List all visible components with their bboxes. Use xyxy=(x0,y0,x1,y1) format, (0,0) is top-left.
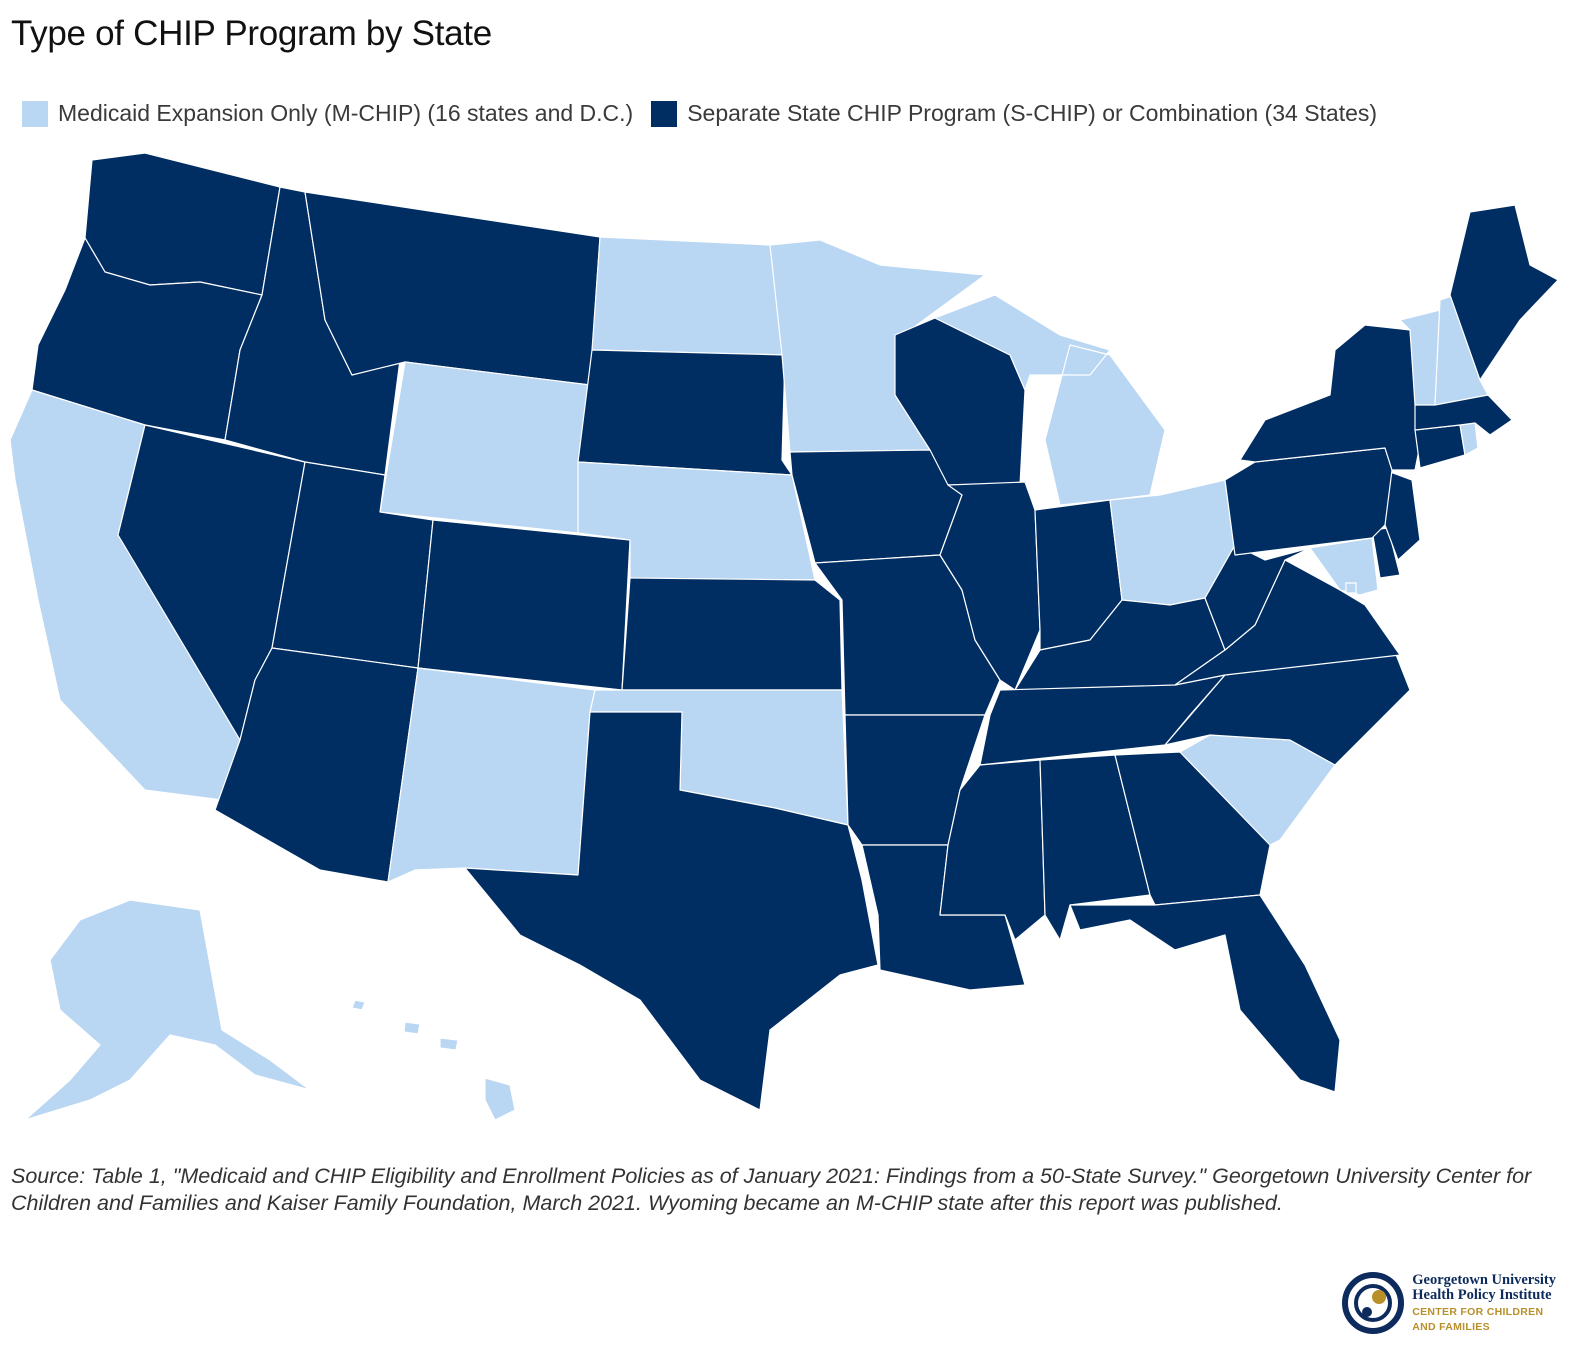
state-VT xyxy=(1399,309,1441,406)
us-map xyxy=(9,152,1559,1121)
state-ND xyxy=(591,236,786,356)
legend-label-mchip: Medicaid Expansion Only (M-CHIP) (16 sta… xyxy=(58,100,634,126)
logo-emblem-icon xyxy=(1342,1272,1405,1334)
state-ME xyxy=(1449,204,1559,381)
logo-line1: Georgetown University xyxy=(1412,1272,1556,1288)
state-IL xyxy=(939,481,1041,691)
state-FL xyxy=(1069,894,1341,1093)
legend: Medicaid Expansion Only (M-CHIP) (16 sta… xyxy=(22,100,1395,127)
state-MT xyxy=(304,191,601,386)
state-CO xyxy=(417,519,631,691)
state-HI xyxy=(351,999,516,1121)
state-DC xyxy=(1345,582,1357,594)
state-NY xyxy=(1239,324,1421,471)
georgetown-logo: Georgetown University Health Policy Inst… xyxy=(1342,1272,1556,1334)
legend-swatch-mchip xyxy=(22,100,48,127)
logo-line4: AND FAMILIES xyxy=(1412,1321,1490,1333)
state-WA xyxy=(84,152,281,296)
source-note: Source: Table 1, "Medicaid and CHIP Elig… xyxy=(11,1164,1532,1215)
legend-item-mchip: Medicaid Expansion Only (M-CHIP) (16 sta… xyxy=(22,100,633,127)
state-DE xyxy=(1371,527,1401,579)
state-TX xyxy=(464,711,879,1111)
legend-item-schip: Separate State CHIP Program (S-CHIP) or … xyxy=(651,100,1377,127)
state-IA xyxy=(789,449,963,564)
state-MA xyxy=(1414,394,1513,436)
state-WY xyxy=(379,361,591,534)
state-AK xyxy=(24,899,311,1121)
map-title: Type of CHIP Program by State xyxy=(11,14,492,53)
legend-swatch-schip xyxy=(651,100,678,127)
state-SD xyxy=(577,349,793,476)
state-NM xyxy=(387,667,596,883)
logo-text-block: Georgetown University Health Policy Inst… xyxy=(1412,1272,1556,1334)
state-PA xyxy=(1224,447,1393,556)
logo-line3: CENTER FOR CHILDREN xyxy=(1412,1306,1544,1318)
logo-line2: Health Policy Institute xyxy=(1412,1287,1552,1303)
state-CT xyxy=(1414,424,1466,469)
state-KS xyxy=(621,577,843,691)
legend-label-schip: Separate State CHIP Program (S-CHIP) or … xyxy=(687,100,1378,126)
